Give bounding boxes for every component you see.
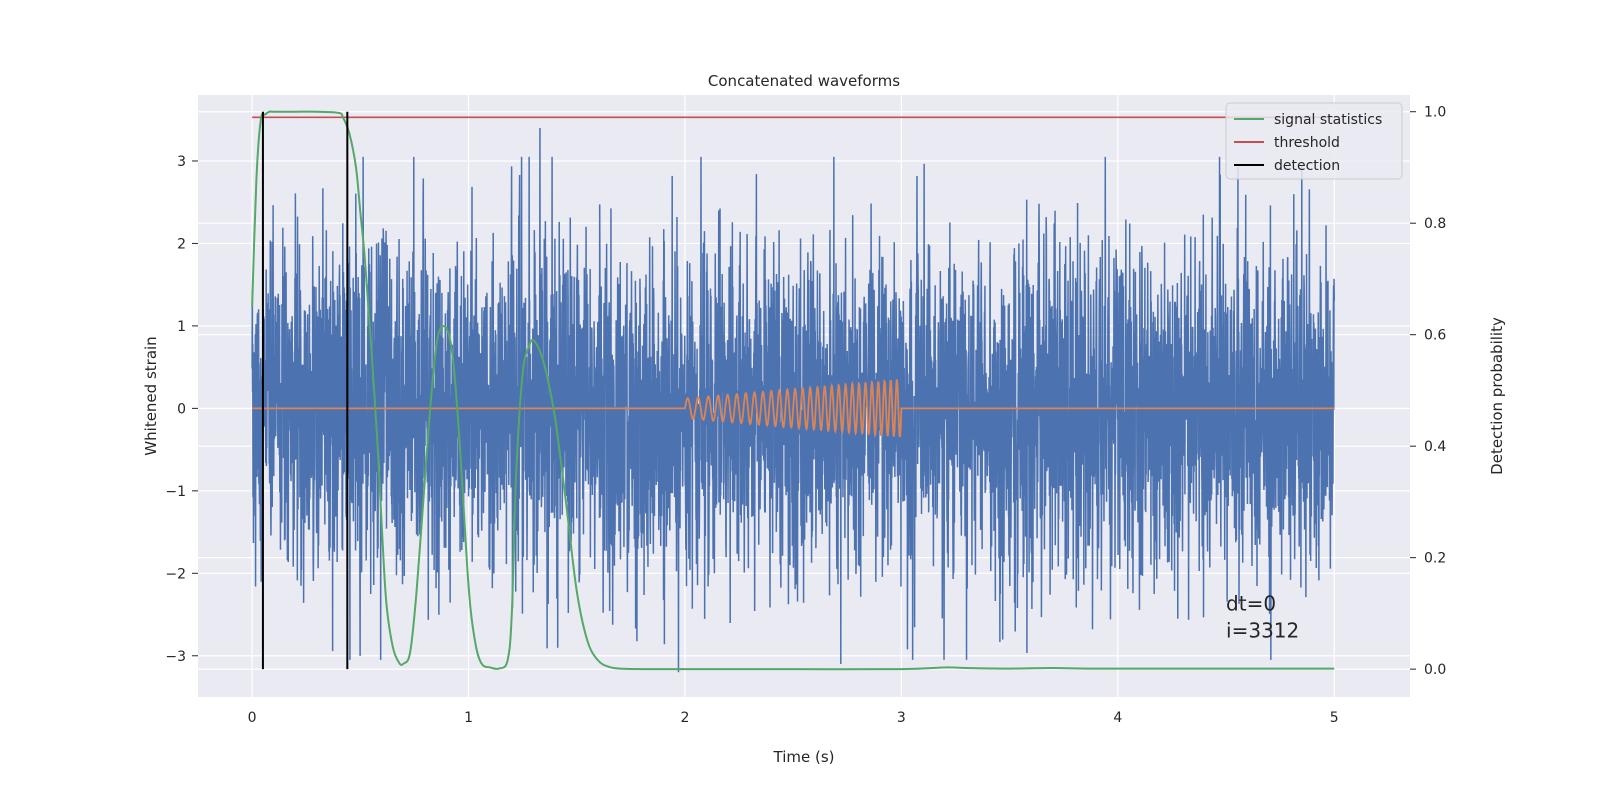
x-axis-ticks: 0 1 2 3 4 5 [248, 710, 1339, 726]
chirp-series [252, 378, 1335, 439]
x-tick-label: 3 [897, 710, 906, 726]
chart-title: Concatenated waveforms [708, 72, 900, 90]
y-axis-label: Whitened strain [142, 336, 160, 455]
x-axis-label: Time (s) [773, 748, 835, 766]
y-tick-label: 0 [177, 401, 186, 417]
y-tick-label: 3 [177, 154, 186, 170]
y2-tick-label: 0.6 [1424, 328, 1446, 344]
y2-tick-label: 0.4 [1424, 439, 1446, 455]
signal-statistics-line [251, 110, 1335, 671]
y-tick-label: 2 [177, 236, 186, 252]
y-tick-label: −1 [165, 484, 186, 500]
legend-label: threshold [1274, 135, 1340, 151]
y2-tick-label: 0.0 [1424, 662, 1446, 678]
y-axis-right-ticks: 0.0 0.2 0.4 0.6 0.8 1.0 [1410, 105, 1446, 678]
x-tick-label: 0 [248, 710, 257, 726]
y-tick-label: 1 [177, 319, 186, 335]
chirp-line [252, 378, 1335, 439]
y-tick-label: −2 [165, 566, 186, 582]
x-tick-label: 4 [1113, 710, 1122, 726]
noise-strain-series [251, 127, 1335, 673]
annotation-text: i=3312 [1226, 619, 1299, 643]
annotations: dt=0 i=3312 [1226, 591, 1299, 642]
legend-label: detection [1274, 158, 1340, 174]
x-tick-label: 1 [464, 710, 473, 726]
noise-strain-line [251, 127, 1335, 673]
y2-tick-label: 1.0 [1424, 105, 1446, 121]
x-tick-label: 5 [1330, 710, 1339, 726]
y2-tick-label: 0.8 [1424, 216, 1446, 232]
legend-label: signal statistics [1274, 112, 1382, 128]
probability-series [251, 110, 1335, 671]
y-tick-label: −3 [165, 649, 186, 665]
annotation-text: dt=0 [1226, 591, 1276, 615]
x-tick-label: 2 [681, 710, 690, 726]
legend: signal statistics threshold detection [1225, 102, 1403, 180]
y-axis-left-ticks: −3 −2 −1 0 1 2 3 [165, 154, 198, 665]
y2-tick-label: 0.2 [1424, 551, 1446, 567]
y2-axis-label: Detection probability [1488, 317, 1506, 475]
legend-box [1225, 102, 1403, 180]
